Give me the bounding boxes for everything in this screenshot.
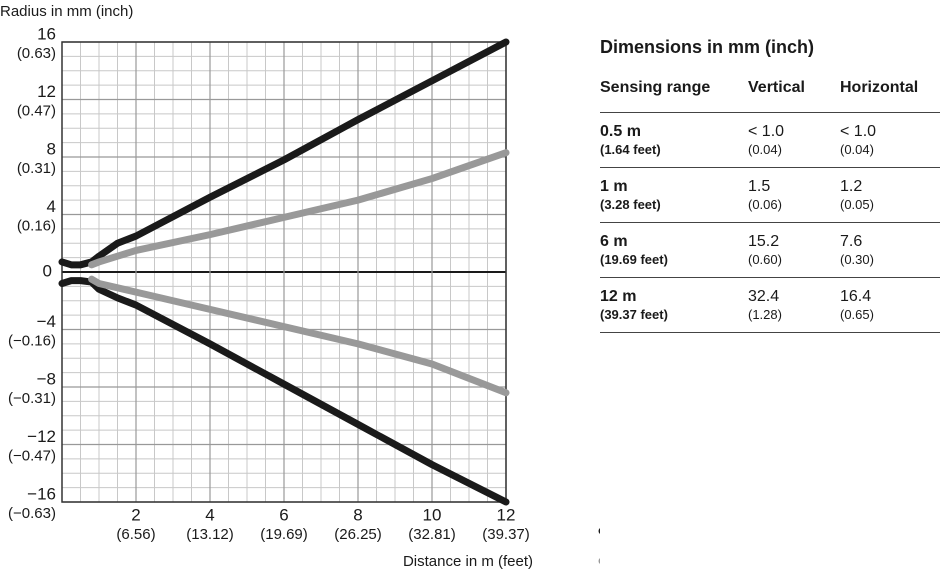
- y-tick-sublabel: (0.63): [17, 45, 56, 62]
- table-cell: 1.2 (0.05): [840, 177, 940, 213]
- y-tick-label: −16: [27, 484, 56, 503]
- y-tick-label: −12: [27, 427, 56, 446]
- cell-sub: (0.05): [840, 197, 874, 212]
- y-tick-label: 4: [47, 197, 56, 216]
- y-tick-sublabel: (−0.31): [8, 390, 56, 407]
- cell-sub: (0.06): [748, 197, 782, 212]
- y-tick-label: 0: [43, 261, 52, 280]
- x-tick-label: 2: [131, 505, 140, 524]
- table-cell: 1.5 (0.06): [748, 177, 840, 213]
- cell-main: 6 m: [600, 233, 628, 250]
- cell-main: 16.4: [840, 288, 872, 305]
- cell-sub: (1.28): [748, 307, 782, 322]
- cell-sub: (0.04): [840, 142, 874, 157]
- table-cell: 7.6 (0.30): [840, 232, 940, 268]
- cell-sub: (3.28 feet): [600, 197, 661, 212]
- series-line: [88, 149, 510, 269]
- table-cell: 12 m (39.37 feet): [600, 287, 748, 323]
- y-tick-sublabel: (0.16): [17, 217, 56, 234]
- x-tick-sublabel: (19.69): [260, 526, 308, 543]
- cell-sub: (0.60): [748, 252, 782, 267]
- header-cell: Horizontal: [840, 79, 919, 96]
- plot-frame: [61, 41, 507, 503]
- table-row: 12 m (39.37 feet) 32.4 (1.28) 16.4 (0.65): [600, 278, 940, 333]
- cell-main: 1.2: [840, 178, 863, 195]
- cell-sub: (39.37 feet): [600, 307, 668, 322]
- table-cell: 0.5 m (1.64 feet): [600, 122, 748, 158]
- x-tick-label: 12: [497, 505, 516, 524]
- x-tick-label: 10: [423, 505, 442, 524]
- header-cell: Vertical: [748, 79, 805, 96]
- series-line: [88, 275, 510, 397]
- y-tick-label: 12: [37, 82, 56, 101]
- y-tick-sublabel: (0.31): [17, 160, 56, 177]
- cell-main: 1.5: [748, 178, 771, 195]
- table-row: 6 m (19.69 feet) 15.2 (0.60) 7.6 (0.30): [600, 223, 940, 278]
- header-cell: Sensing range: [600, 79, 711, 96]
- cell-main: < 1.0: [748, 123, 785, 140]
- series-line: [58, 277, 510, 506]
- dimensions-table: Dimensions in mm (inch) Sensing range Ver…: [600, 30, 940, 333]
- x-tick-label: 6: [279, 505, 288, 524]
- series-line: [58, 38, 510, 269]
- cell-sub: (19.69 feet): [600, 252, 668, 267]
- table-row: 0.5 m (1.64 feet) < 1.0 (0.04) < 1.0 (0.04): [600, 113, 940, 168]
- cell-sub: (0.65): [840, 307, 874, 322]
- cell-main: 1 m: [600, 178, 628, 195]
- x-tick-label: 4: [205, 505, 214, 524]
- y-tick-label: −4: [37, 312, 56, 331]
- table-row: 1 m (3.28 feet) 1.5 (0.06) 1.2 (0.05): [600, 168, 940, 223]
- x-tick-sublabel: (39.37): [482, 526, 530, 543]
- cell-sub: (0.30): [840, 252, 874, 267]
- y-tick-sublabel: (−0.63): [8, 505, 56, 522]
- cell-sub: (0.04): [748, 142, 782, 157]
- y-tick-label: 8: [47, 139, 56, 158]
- table-cell: 32.4 (1.28): [748, 287, 840, 323]
- x-axis-label: Distance in m (feet): [403, 553, 533, 570]
- table-header: Sensing range Vertical Horizontal: [600, 64, 940, 113]
- table-cell: 16.4 (0.65): [840, 287, 940, 323]
- cell-main: 0.5 m: [600, 123, 641, 140]
- cell-sub: (1.64 feet): [600, 142, 661, 157]
- table-cell: < 1.0 (0.04): [840, 122, 940, 158]
- table-cell: 6 m (19.69 feet): [600, 232, 748, 268]
- cell-main: 7.6: [840, 233, 863, 250]
- y-tick-sublabel: (−0.16): [8, 332, 56, 349]
- x-tick-sublabel: (26.25): [334, 526, 382, 543]
- y-tick-sublabel: (−0.47): [8, 447, 56, 464]
- chart: Radius in mm (inch) Distance in m (feet)…: [0, 3, 600, 570]
- cell-main: 32.4: [748, 288, 780, 305]
- x-tick-sublabel: (32.81): [408, 526, 456, 543]
- table-cell: 15.2 (0.60): [748, 232, 840, 268]
- cell-main: < 1.0: [840, 123, 877, 140]
- table-title: Dimensions in mm (inch): [600, 37, 815, 57]
- x-tick-sublabel: (13.12): [186, 526, 234, 543]
- cell-main: 12 m: [600, 288, 637, 305]
- y-tick-label: −8: [37, 369, 56, 388]
- y-tick-label: 16: [37, 24, 56, 43]
- x-tick-label: 8: [353, 505, 362, 524]
- y-axis-label: Radius in mm (inch): [0, 3, 133, 20]
- table-cell: < 1.0 (0.04): [748, 122, 840, 158]
- cell-main: 15.2: [748, 233, 780, 250]
- y-tick-sublabel: (0.47): [17, 102, 56, 119]
- x-tick-sublabel: (6.56): [116, 526, 155, 543]
- table-cell: 1 m (3.28 feet): [600, 177, 748, 213]
